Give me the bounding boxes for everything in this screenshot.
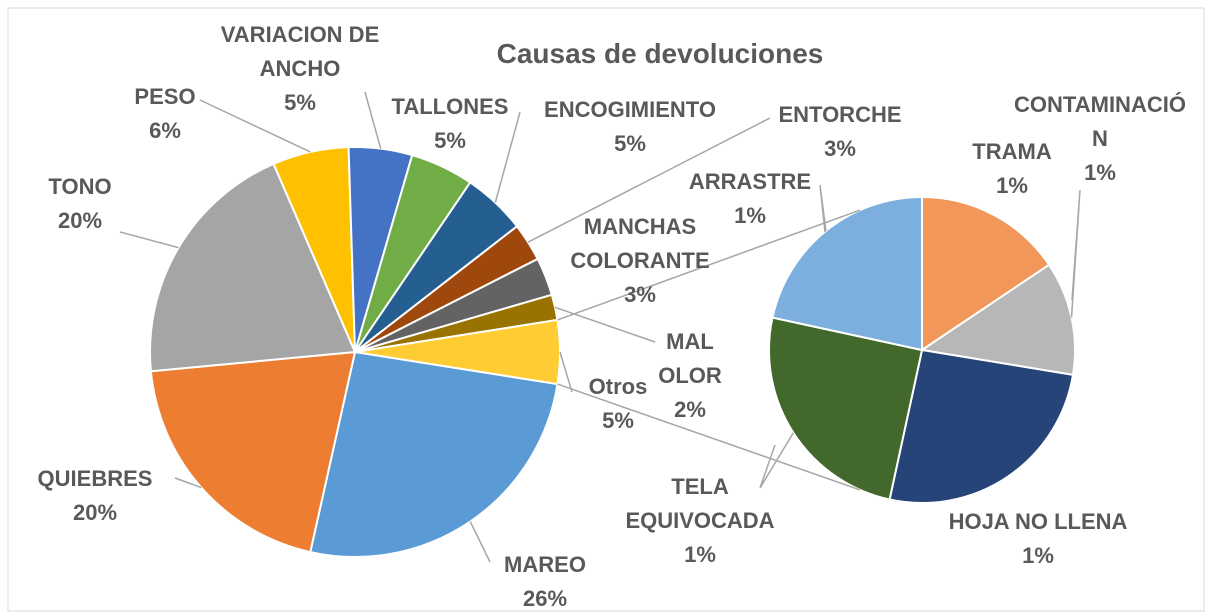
data-label: TELA EQUIVOCADA 1%: [600, 470, 800, 572]
category-name: TRAMA: [972, 139, 1052, 164]
leader-line: [554, 306, 656, 343]
pie-slice: [149, 350, 357, 554]
value-label: 1%: [734, 203, 766, 228]
leader-line: [199, 99, 311, 153]
pie-slice: [149, 162, 357, 373]
category-name: TELA EQUIVOCADA: [625, 474, 775, 533]
data-label: TRAMA 1%: [952, 135, 1072, 203]
data-label: Otros 5%: [573, 370, 663, 438]
data-label: PESO 6%: [115, 80, 215, 148]
data-label: HOJA NO LLENA 1%: [923, 505, 1153, 573]
data-label: MAL OLOR 2%: [650, 325, 730, 427]
category-name: MAL OLOR: [658, 329, 722, 388]
category-name: ENTORCHE: [778, 102, 902, 127]
value-label: 1%: [1022, 543, 1054, 568]
category-name: ARRASTRE: [688, 169, 812, 194]
leader-line: [527, 117, 771, 243]
leader-line: [494, 111, 521, 203]
value-label: 5%: [434, 128, 466, 153]
leader-line: [819, 184, 827, 233]
category-name: CONTAMINACIÓN: [1014, 92, 1186, 151]
value-label: 5%: [602, 408, 634, 433]
pie-slice: [768, 316, 924, 501]
data-label: ENCOGIMIENTO 5%: [515, 93, 745, 161]
data-label: QUIEBRES 20%: [20, 462, 170, 530]
value-label: 5%: [614, 131, 646, 156]
category-name: MANCHAS COLORANTE: [570, 214, 710, 273]
pie-slice: [354, 318, 561, 386]
category-name: PESO: [134, 84, 196, 109]
leader-line: [559, 351, 573, 393]
chart-border: [7, 7, 1205, 612]
pie-slice: [309, 350, 559, 558]
pie-slice: [921, 195, 1051, 352]
category-name: HOJA NO LLENA: [948, 509, 1128, 534]
category-name: TALLONES: [391, 94, 509, 119]
value-label: 1%: [684, 542, 716, 567]
category-name: Otros: [588, 374, 648, 399]
value-label: 6%: [149, 118, 181, 143]
data-label: TALLONES 5%: [375, 90, 525, 158]
category-name: TONO: [48, 174, 112, 199]
value-label: 1%: [996, 173, 1028, 198]
value-label: 3%: [624, 282, 656, 307]
pie-slice: [888, 348, 1075, 504]
connector-line: [557, 383, 861, 491]
leader-line: [469, 521, 491, 563]
category-name: MAREO: [504, 552, 586, 577]
leader-line: [174, 477, 202, 489]
chart-title: Causas de devoluciones: [496, 38, 824, 69]
category-name: ENCOGIMIENTO: [544, 97, 716, 122]
pie-slice: [919, 263, 1076, 377]
data-label: VARIACION DE ANCHO 5%: [200, 18, 400, 120]
value-label: 5%: [284, 90, 316, 115]
value-label: 20%: [57, 208, 103, 233]
data-label: CONTAMINACIÓN 1%: [1007, 88, 1193, 190]
value-label: 2%: [674, 397, 706, 422]
data-label: TONO 20%: [20, 170, 140, 238]
value-label: 1%: [1084, 160, 1116, 185]
value-label: 26%: [522, 586, 568, 611]
leader-line: [119, 231, 179, 249]
category-name: VARIACION DE ANCHO: [220, 22, 380, 81]
data-label: ENTORCHE 3%: [765, 98, 915, 166]
pie-slice: [771, 195, 923, 352]
data-label: MANCHAS COLORANTE 3%: [550, 210, 730, 312]
value-label: 3%: [824, 136, 856, 161]
leader-line: [759, 432, 794, 489]
category-name: QUIEBRES: [37, 466, 153, 491]
value-label: 20%: [72, 500, 118, 525]
data-label: ARRASTRE 1%: [675, 165, 825, 233]
leader-line: [364, 91, 382, 149]
data-label: MAREO 26%: [475, 548, 615, 616]
leader-line: [1070, 189, 1081, 318]
connector-line: [557, 209, 861, 321]
